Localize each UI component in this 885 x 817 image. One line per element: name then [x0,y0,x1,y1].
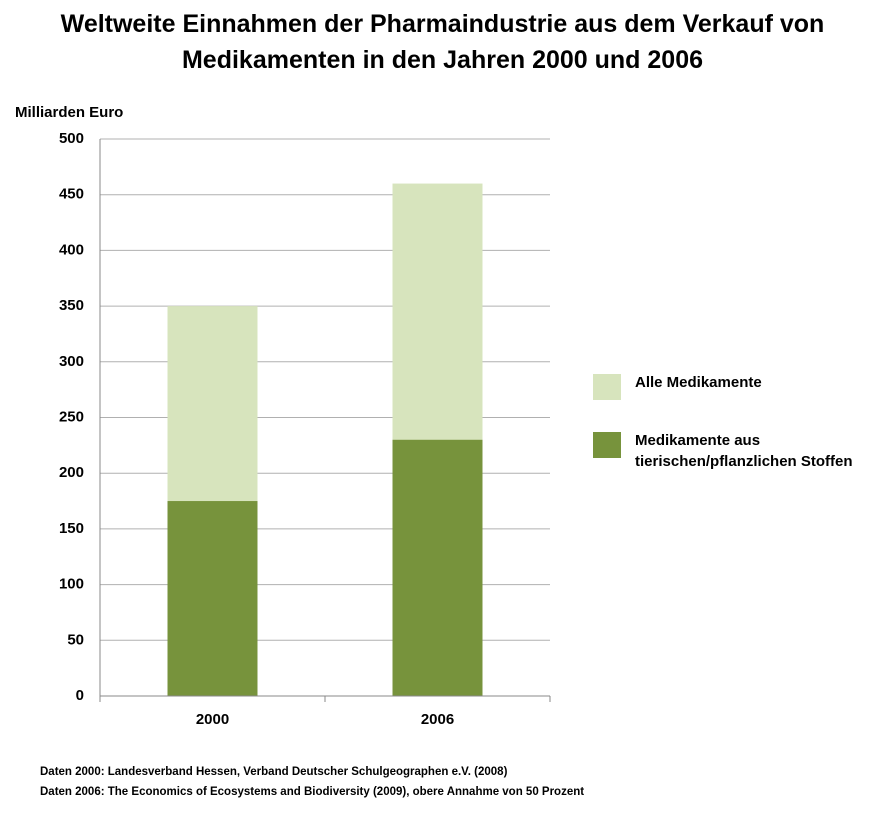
y-tick-label: 250 [59,408,84,425]
y-tick-label: 150 [59,520,84,537]
y-axis-label: Milliarden Euro [15,104,123,121]
y-tick-label: 300 [59,353,84,370]
legend-label: Alle Medikamente [635,374,762,391]
x-tick-label: 2000 [196,711,229,728]
source-note: Daten 2006: The Economics of Ecosystems … [40,786,585,798]
source-note: Daten 2000: Landesverband Hessen, Verban… [40,766,508,778]
y-tick-label: 0 [76,687,84,704]
chart-title: Weltweite Einnahmen der Pharmaindustrie … [60,10,825,74]
y-tick-label: 400 [59,241,84,258]
legend-swatch [593,374,621,400]
y-tick-label: 500 [59,130,84,147]
legend-label: Medikamente aus tierischen/pflanzlichen … [635,432,853,470]
legend-swatch [593,432,621,458]
y-tick-label: 100 [59,576,84,593]
y-tick-label: 200 [59,464,84,481]
bar [167,501,258,696]
bar [392,439,483,696]
y-tick-label: 450 [59,186,84,203]
y-tick-label: 50 [67,631,84,648]
x-tick-label: 2006 [421,711,454,728]
y-tick-label: 350 [59,297,84,314]
